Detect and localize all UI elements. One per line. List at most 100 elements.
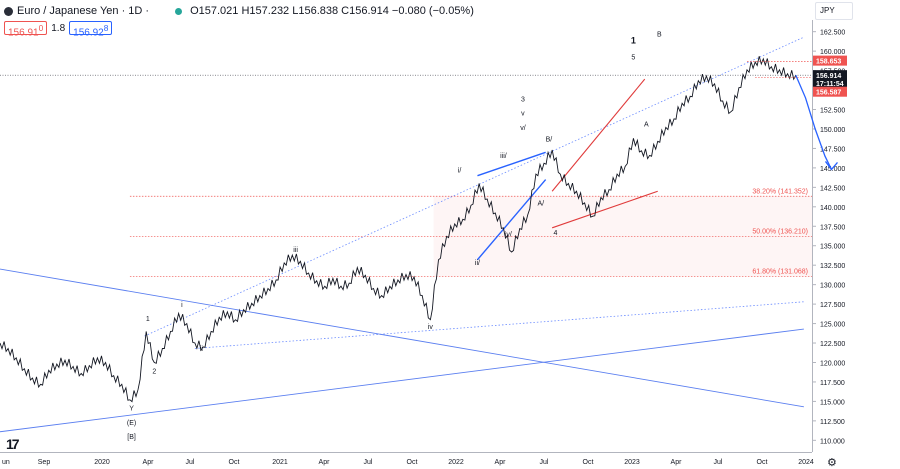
tradingview-logo-icon: 17	[6, 436, 20, 452]
wave-label: A/	[537, 200, 544, 207]
symbol-logo-icon	[4, 6, 13, 16]
y-tick-label: 152.500	[820, 108, 845, 115]
dotted-upper-channel	[144, 36, 805, 337]
wave-label: i	[181, 302, 183, 309]
y-tick-label: 110.000	[820, 438, 845, 445]
y-tick-label: 122.500	[820, 341, 845, 348]
y-tick-label: 135.000	[820, 244, 845, 251]
sell-price-sub: 0	[38, 23, 44, 33]
y-tick-label: 130.000	[820, 283, 845, 290]
wave-label: 3	[521, 97, 525, 104]
market-status-dot-icon	[175, 7, 183, 15]
wave-label: v/	[520, 125, 526, 132]
price-tag-current-bg	[813, 70, 847, 81]
buy-price: 156.92	[73, 27, 104, 39]
y-tick-label: 147.500	[820, 146, 845, 153]
chart-header: Euro / Japanese Yen · 1D · O157.021 H157…	[4, 3, 474, 19]
y-tick-label: 142.500	[820, 185, 845, 192]
trade-buttons: 156.910 1.8 156.928	[4, 21, 113, 39]
price-tag-low-bg	[813, 86, 847, 97]
fib-level-label: 38.20% (141.352)	[752, 188, 808, 195]
y-tick-label: 132.500	[820, 263, 845, 270]
wave-label: (E)	[127, 420, 136, 427]
red-wedge-upper	[551, 78, 646, 192]
y-tick-label: 115.000	[820, 399, 845, 406]
blue-wedge-lower	[476, 179, 547, 261]
red-wedge-lower	[551, 190, 658, 229]
wave-label: 1	[146, 316, 150, 323]
price-tag-time-bg	[813, 78, 847, 89]
y-tick-label: 117.500	[820, 380, 845, 387]
y-tick-label: 127.500	[820, 302, 845, 309]
symbol-title[interactable]: Euro / Japanese Yen · 1D ·	[17, 5, 150, 17]
y-tick-label: 125.000	[820, 322, 845, 329]
y-tick-label: 145.000	[820, 166, 845, 173]
y-tick-label: 160.000	[820, 49, 845, 56]
wave-label: [B]	[127, 434, 136, 441]
x-tick-label: Apr	[495, 459, 507, 466]
x-tick-label: Jul	[540, 459, 549, 466]
x-tick-label: Sep	[38, 459, 51, 466]
wave-label: iv/	[505, 231, 512, 238]
wave-label: i/	[458, 168, 462, 175]
wave-label: iii/	[500, 153, 507, 160]
price-tag-low: 156.587	[816, 90, 841, 97]
blue-descending-line	[0, 268, 804, 408]
wave-label: 5	[631, 55, 635, 62]
x-tick-label: Jul	[714, 459, 723, 466]
wave-label: A	[644, 122, 649, 129]
wave-label: v	[521, 111, 525, 118]
wave-label: ii	[200, 346, 204, 353]
x-tick-label: un	[2, 459, 10, 466]
x-tick-label: Jul	[186, 459, 195, 466]
wave-label: B	[657, 31, 662, 38]
wave-label: 2	[152, 368, 156, 375]
sell-button[interactable]: 156.910	[4, 21, 48, 39]
x-tick-label: Oct	[229, 459, 240, 466]
x-tick-label: 2022	[448, 459, 464, 466]
wave-label: iv	[428, 324, 434, 331]
x-tick-label: Jul	[364, 459, 373, 466]
settings-gear-icon[interactable]: ⚙	[827, 457, 837, 469]
y-tick-label: 120.000	[820, 360, 845, 367]
price-tag-current: 156.914	[816, 73, 841, 80]
x-tick-label: Oct	[407, 459, 418, 466]
x-tick-label: Oct	[757, 459, 768, 466]
buy-button[interactable]: 156.928	[69, 21, 113, 39]
y-tick-label: 150.000	[820, 127, 845, 134]
x-tick-label: 2023	[624, 459, 640, 466]
wave-label: ii/	[475, 260, 480, 267]
wave-label: 1	[631, 35, 636, 45]
currency-selector[interactable]: JPY	[815, 2, 853, 20]
x-tick-label: 2024	[798, 459, 814, 466]
dotted-lower-channel	[194, 301, 804, 349]
wave-label: iii	[293, 247, 298, 254]
x-tick-label: Apr	[319, 459, 331, 466]
wave-label: Y	[129, 406, 134, 413]
blue-ascending-line	[0, 328, 804, 433]
price-series-line	[0, 56, 797, 403]
forecast-arrow-head	[824, 161, 838, 171]
sell-price: 156.91	[8, 27, 39, 39]
y-tick-label: 162.500	[820, 30, 845, 37]
price-tag-high-bg	[813, 55, 847, 66]
x-tick-label: Apr	[143, 459, 155, 466]
wave-label: 4	[553, 230, 557, 237]
wave-label: B/	[546, 136, 553, 143]
forecast-arrow-line	[795, 75, 833, 170]
ohlc-values: O157.021 H157.232 L156.838 C156.914 −0.0…	[190, 5, 474, 17]
y-tick-label: 140.000	[820, 205, 845, 212]
y-tick-label: 137.500	[820, 224, 845, 231]
price-tag-time: 17:11:54	[816, 81, 844, 88]
buy-price-sub: 8	[103, 23, 109, 33]
spread-value: 1.8	[51, 22, 66, 34]
x-tick-label: Apr	[671, 459, 683, 466]
fib-level-label: 61.80% (131.068)	[752, 268, 808, 275]
price-tag-high: 158.653	[816, 59, 841, 66]
y-tick-label: 112.500	[820, 419, 845, 426]
x-tick-label: Oct	[583, 459, 594, 466]
blue-wedge-upper	[477, 151, 546, 177]
fib-level-label: 50.00% (136.210)	[752, 228, 808, 235]
x-tick-label: 2021	[272, 459, 288, 466]
